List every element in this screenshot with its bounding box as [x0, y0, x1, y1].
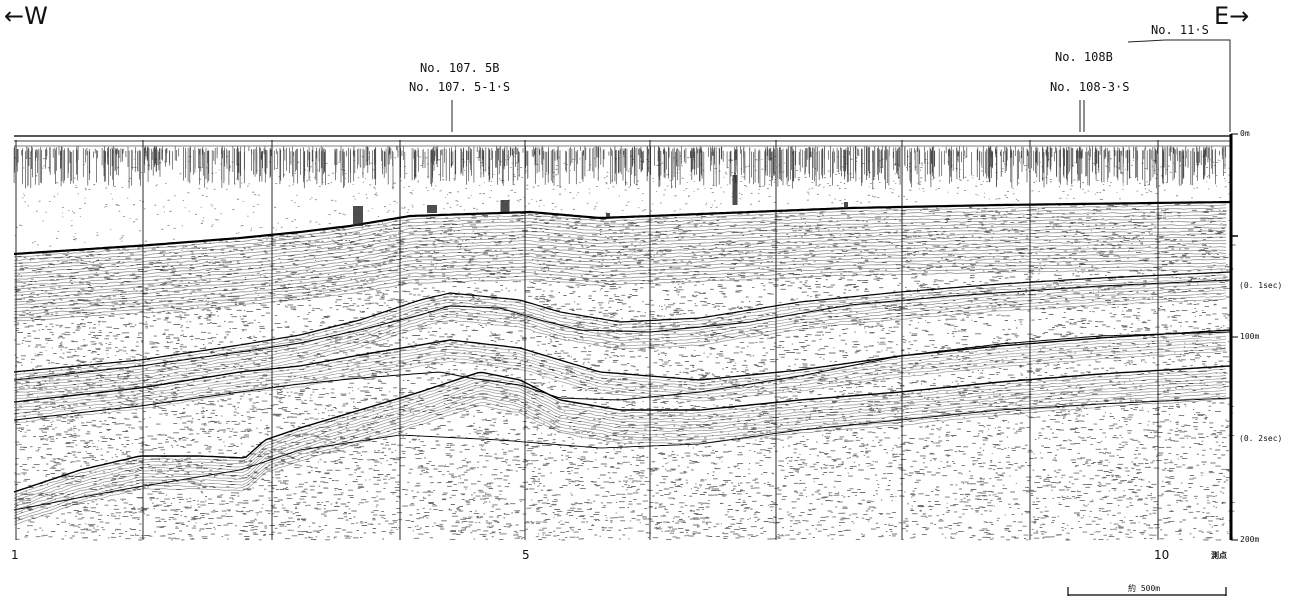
- time-label-0-2sec: (0. 2sec): [1239, 434, 1283, 443]
- borehole-label-108-3s: No. 108-3·S: [1050, 80, 1130, 94]
- borehole-label-107-5-1s: No. 107. 5-1·S: [409, 80, 511, 94]
- depth-label-0m: 0m: [1240, 129, 1250, 138]
- scale-bar-label: 約 500m: [1128, 584, 1161, 593]
- seismic-texture: [13, 146, 1236, 541]
- borehole-label-108b: No. 108B: [1055, 50, 1113, 64]
- time-label-0-1sec: (0. 1sec): [1239, 281, 1283, 290]
- reflector-horizons: [13, 175, 1231, 511]
- depth-label-100m: 100m: [1240, 332, 1260, 341]
- station-label-5: 5: [522, 548, 530, 562]
- station-lines: [15, 140, 1159, 540]
- profile-frame: [14, 135, 1230, 147]
- scale-bar: [1067, 587, 1227, 596]
- borehole-leaders: [451, 39, 1231, 132]
- borehole-label-107-5b: No. 107. 5B: [420, 61, 500, 75]
- depth-axis: [1229, 133, 1238, 541]
- station-unit-label: 測点: [1211, 551, 1227, 560]
- depth-label-200m: 200m: [1240, 535, 1260, 544]
- borehole-label-11s: No. 11·S: [1151, 23, 1209, 37]
- station-label-1: 1: [11, 548, 19, 562]
- station-label-10: 10: [1154, 548, 1170, 562]
- east-direction-label: E→: [1214, 2, 1250, 30]
- west-direction-label: ←W: [4, 2, 48, 30]
